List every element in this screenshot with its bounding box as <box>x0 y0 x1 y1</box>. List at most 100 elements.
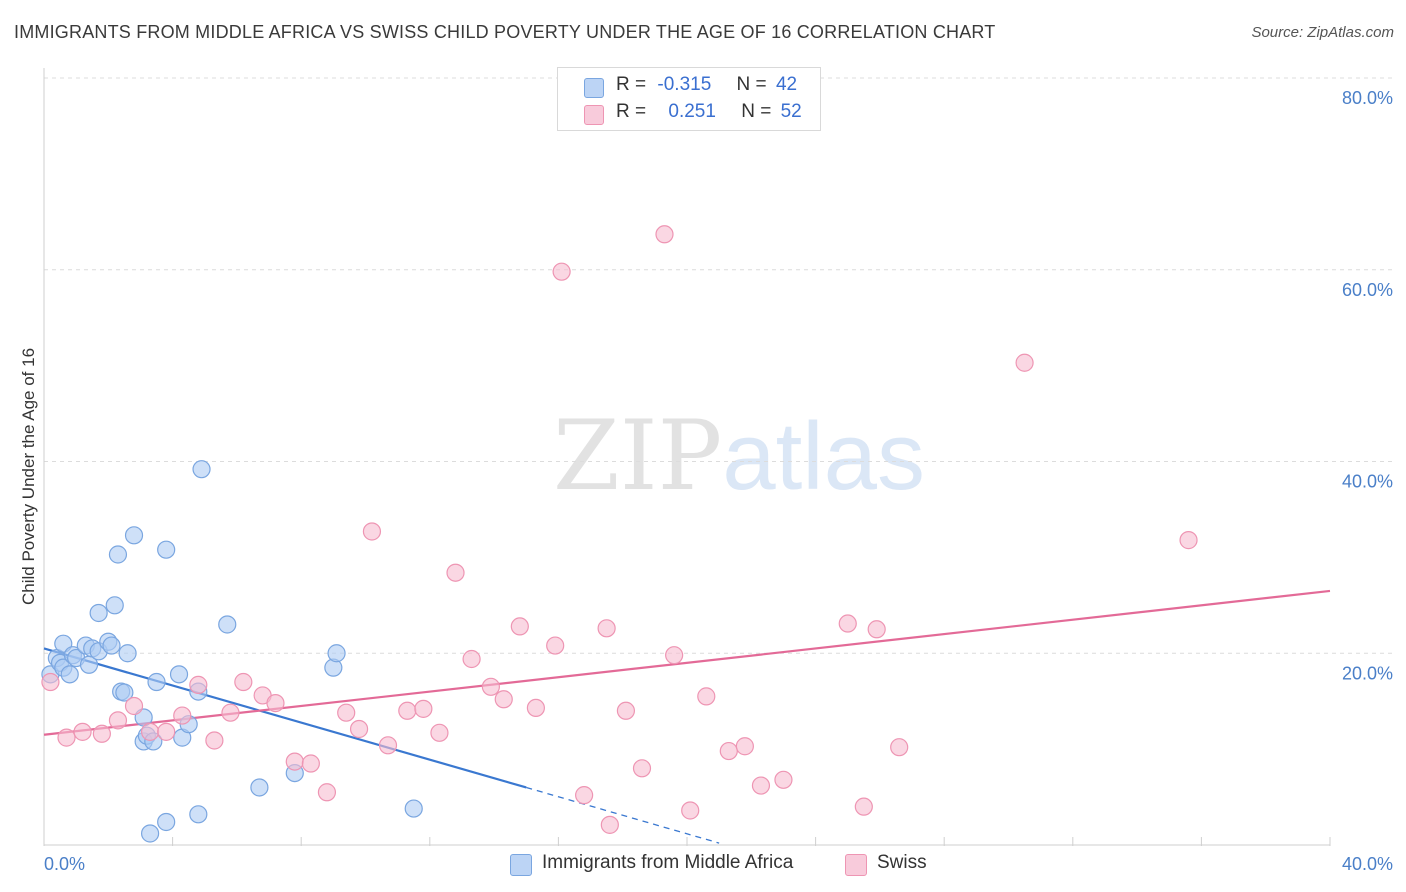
bottom-legend-swatch-pink <box>845 854 867 876</box>
legend-r-label: R = <box>616 101 647 122</box>
middle-africa-point <box>115 683 134 702</box>
swiss-point <box>681 801 700 820</box>
y-axis-title: Child Poverty Under the Age of 16 <box>19 348 38 605</box>
axis-labels: 20.0% 40.0% 60.0% 80.0% 0.0% 40.0% Child Pover… <box>19 88 1393 874</box>
swiss-point <box>57 728 76 747</box>
x-tick-label: 40.0% <box>1342 854 1393 874</box>
swiss-point <box>446 563 465 582</box>
legend-n-label: N = <box>736 74 767 95</box>
middle-africa-trend-extension <box>526 786 720 844</box>
swiss-point <box>205 731 224 750</box>
middle-africa-point <box>124 526 144 545</box>
legend-text: R = 0.251 N = 52 <box>616 101 802 123</box>
legend-n-value: 42 <box>775 74 798 95</box>
swiss-point <box>597 619 616 638</box>
y-tick-label: 40.0% <box>1342 472 1393 492</box>
swiss-point <box>632 759 652 778</box>
swiss-point <box>266 694 285 713</box>
swiss-point <box>1015 353 1034 372</box>
swiss-point <box>838 614 857 633</box>
swiss-point <box>108 711 128 730</box>
swiss-point <box>285 752 304 771</box>
swiss-point <box>189 675 208 694</box>
swiss-trend-line <box>43 589 1331 736</box>
middle-africa-point <box>147 672 166 692</box>
swiss-point <box>616 701 636 720</box>
bottom-legend-label: Swiss <box>877 852 927 873</box>
axes <box>43 68 1331 846</box>
swiss-point <box>546 636 565 655</box>
swiss-point <box>73 722 92 741</box>
middle-africa-point <box>118 644 137 663</box>
swiss-point <box>510 617 529 636</box>
middle-africa-point <box>157 812 176 832</box>
chart-title: IMMIGRANTS FROM MIDDLE AFRICA VS SWISS C… <box>14 22 996 42</box>
swiss-point <box>890 738 909 757</box>
trend-lines <box>43 589 1331 844</box>
bottom-legend-label: Immigrants from Middle Africa <box>542 852 794 873</box>
middle-africa-point <box>218 615 237 634</box>
middle-africa-point <box>189 805 208 824</box>
swiss-point <box>317 783 337 802</box>
swiss-point <box>575 786 594 805</box>
swiss-point <box>552 262 571 281</box>
middle-africa-point <box>250 778 269 797</box>
y-tick-label: 60.0% <box>1342 280 1393 300</box>
swiss-point <box>751 776 771 795</box>
watermark: ZIPatlas <box>553 400 925 512</box>
swiss-point <box>526 698 545 717</box>
data-points <box>41 225 1198 843</box>
bottom-legend-swatch-blue <box>510 854 532 876</box>
legend-n-value: 52 <box>780 101 802 122</box>
swiss-point <box>378 736 398 755</box>
legend-text: R = -0.315 N = 42 <box>616 74 797 96</box>
legend-r-value: -0.315 <box>657 74 712 95</box>
watermark-zip: ZIP <box>553 400 723 512</box>
swiss-point <box>867 620 886 639</box>
swiss-point <box>494 690 513 709</box>
swiss-point <box>1179 531 1198 550</box>
swiss-point <box>92 724 111 743</box>
legend-r-label: R = <box>616 74 647 95</box>
swiss-point <box>337 703 356 722</box>
middle-africa-point <box>327 644 346 663</box>
swiss-point <box>655 225 674 244</box>
swiss-point <box>221 703 240 722</box>
middle-africa-point <box>157 540 176 559</box>
middle-africa-point <box>102 636 121 655</box>
middle-africa-point <box>140 824 160 843</box>
swiss-point <box>301 754 320 773</box>
swiss-point <box>430 723 449 742</box>
watermark-atlas: atlas <box>722 403 925 510</box>
middle-africa-point <box>192 460 211 479</box>
middle-africa-point <box>108 545 128 564</box>
swiss-point <box>462 649 481 669</box>
swiss-point <box>140 722 160 741</box>
middle-africa-point <box>105 596 124 615</box>
correlation-legend: R = -0.315 N = 42 R = 0.251 N = 52 <box>557 67 821 131</box>
middle-africa-point <box>404 799 423 818</box>
swiss-point <box>173 706 192 725</box>
swiss-point <box>481 677 500 696</box>
swiss-point <box>600 815 619 834</box>
swiss-point <box>362 522 382 541</box>
swiss-point <box>349 719 369 739</box>
swiss-point <box>414 699 433 718</box>
swiss-point <box>719 741 738 761</box>
swiss-point <box>157 722 176 741</box>
swiss-point <box>697 687 716 706</box>
legend-swatch-blue <box>584 78 604 98</box>
middle-africa-trend-line <box>43 647 527 789</box>
swiss-point <box>665 646 684 665</box>
swiss-point <box>854 797 873 816</box>
swiss-point <box>234 672 253 692</box>
middle-africa-point <box>89 603 108 623</box>
swiss-point <box>735 737 754 756</box>
legend-swatch-pink <box>584 105 604 125</box>
swiss-point <box>398 701 417 720</box>
legend-r-value: 0.251 <box>668 101 716 122</box>
middle-africa-point <box>60 665 79 684</box>
grid-lines <box>44 77 1393 654</box>
y-tick-label: 80.0% <box>1342 88 1393 108</box>
